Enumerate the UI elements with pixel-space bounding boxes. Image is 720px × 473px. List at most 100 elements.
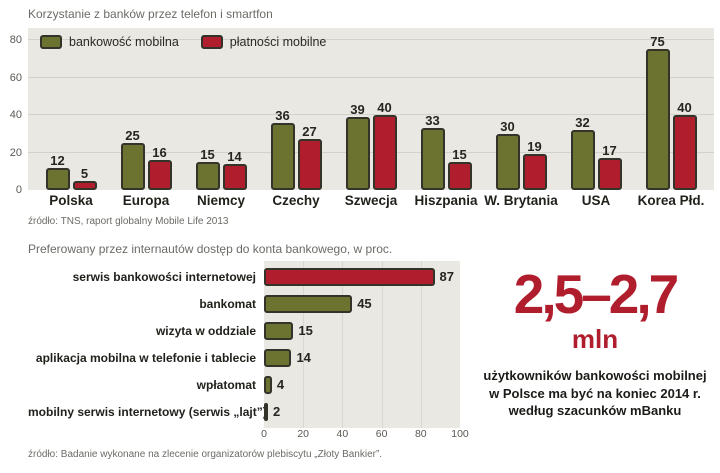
callout: 2,5–2,7 mln użytkowników bankowości mobi… — [468, 263, 720, 460]
hbar-value-label: 14 — [296, 350, 310, 365]
category-label: Europa — [109, 193, 183, 208]
top-plot: bankowość mobilna płatności mobilne 0204… — [28, 28, 714, 190]
hbar-value-label: 2 — [273, 404, 280, 419]
bar-group: 3627 — [259, 123, 333, 191]
bar-value-label: 39 — [350, 102, 364, 117]
category-label: Hiszpania — [409, 193, 483, 208]
bar: 16 — [148, 160, 172, 190]
bar-value-label: 16 — [152, 145, 166, 160]
hbar-label: aplikacja mobilna w telefonie i tablecie — [28, 351, 264, 365]
bar-group: 2516 — [109, 143, 183, 190]
hbar-cell: 87 — [264, 263, 460, 290]
bar-value-label: 75 — [650, 34, 664, 49]
hbar-row: aplikacja mobilna w telefonie i tablecie… — [28, 344, 468, 371]
hbar — [264, 349, 291, 367]
hbar — [264, 322, 293, 340]
hbar — [264, 268, 435, 286]
legend-item-mobile-banking: bankowość mobilna — [40, 35, 179, 49]
hbar-cell: 4 — [264, 371, 460, 398]
bar: 15 — [196, 162, 220, 190]
y-axis-tick-label: 60 — [10, 72, 22, 84]
bar-value-label: 14 — [227, 149, 241, 164]
legend-item-mobile-payments: płatności mobilne — [201, 35, 327, 49]
top-category-row: PolskaEuropaNiemcyCzechySzwecjaHiszpania… — [28, 193, 714, 208]
callout-unit: mln — [476, 324, 714, 355]
hbar-cell: 45 — [264, 290, 460, 317]
bar: 33 — [421, 128, 445, 190]
bottom-section: serwis bankowości internetowej 87 bankomat… — [0, 263, 720, 460]
hbar-cell: 14 — [264, 344, 460, 371]
bar: 17 — [598, 158, 622, 190]
category-label: USA — [559, 193, 633, 208]
y-axis-tick-label: 20 — [10, 147, 22, 159]
hbar — [264, 295, 352, 313]
hbar — [264, 376, 272, 394]
x-axis: 020406080100 — [28, 428, 468, 443]
bar: 40 — [373, 115, 397, 190]
gridline — [28, 77, 714, 78]
x-axis-tick-label: 80 — [415, 428, 427, 440]
legend: bankowość mobilna płatności mobilne — [40, 35, 326, 49]
hbar-value-label: 15 — [298, 323, 312, 338]
legend-swatch-olive — [40, 35, 62, 49]
bar-group: 3217 — [559, 130, 633, 190]
bar-group: 33 15 — [409, 128, 483, 190]
infographic: Korzystanie z banków przez telefon i sma… — [0, 0, 720, 473]
hbar-row: serwis bankowości internetowej 87 — [28, 263, 468, 290]
hbar-cell: 2 — [264, 398, 460, 425]
bar: 39 — [346, 117, 370, 190]
y-axis-tick-label: 40 — [10, 109, 22, 121]
bar-group: 125 — [34, 168, 108, 191]
bar: 40 — [673, 115, 697, 190]
hbar-rows: serwis bankowości internetowej 87 bankomat… — [28, 263, 468, 425]
x-axis-tick-label: 20 — [297, 428, 309, 440]
hbar-chart: serwis bankowości internetowej 87 bankomat… — [28, 263, 468, 460]
bar: 30 — [496, 134, 520, 190]
callout-number: 2,5–2,7 — [476, 267, 714, 322]
category-label: Szwecja — [334, 193, 408, 208]
hbar-label: wpłatomat — [28, 378, 264, 392]
bar: 75 — [646, 49, 670, 190]
hbar-label: bankomat — [28, 297, 264, 311]
bar-value-label: 15 — [452, 147, 466, 162]
bar-value-label: 36 — [275, 108, 289, 123]
bar: 36 — [271, 123, 295, 191]
bar-group: 3940 — [334, 115, 408, 190]
x-axis-tick-label: 100 — [451, 428, 469, 440]
bar-value-label: 40 — [677, 100, 691, 115]
hbar-cell: 15 — [264, 317, 460, 344]
category-label: W. Brytania — [484, 193, 558, 208]
category-label: Korea Płd. — [634, 193, 708, 208]
bar-value-label: 19 — [527, 139, 541, 154]
top-source: źródło: TNS, raport globalny Mobile Life… — [28, 216, 720, 227]
bar-value-label: 17 — [602, 143, 616, 158]
category-label: Polska — [34, 193, 108, 208]
bottom-source: źródło: Badanie wykonane na zlecenie org… — [28, 449, 468, 460]
y-axis-tick-label: 0 — [16, 184, 22, 196]
hbar-row: mobilny serwis internetowy (serwis „lajt… — [28, 398, 468, 425]
hbar — [264, 403, 268, 421]
hbar-value-label: 4 — [277, 377, 284, 392]
hbar-row: wpłatomat 4 — [28, 371, 468, 398]
bar-value-label: 15 — [200, 147, 214, 162]
bar: 27 — [298, 139, 322, 190]
bar-value-label: 12 — [50, 153, 64, 168]
y-axis-tick-label: 80 — [10, 34, 22, 46]
bar-value-label: 25 — [125, 128, 139, 143]
bar-group: 3019 — [484, 134, 558, 190]
bar-value-label: 5 — [81, 166, 88, 181]
bar: 19 — [523, 154, 547, 190]
bar: 32 — [571, 130, 595, 190]
x-axis-tick-label: 40 — [337, 428, 349, 440]
bar: 14 — [223, 164, 247, 190]
top-chart-title: Korzystanie z banków przez telefon i sma… — [28, 7, 720, 22]
hbar-label: mobilny serwis internetowy (serwis „lajt… — [28, 405, 264, 419]
bar-group: 1514 — [184, 162, 258, 190]
legend-swatch-red — [201, 35, 223, 49]
hbar-label: serwis bankowości internetowej — [28, 270, 264, 284]
category-label: Niemcy — [184, 193, 258, 208]
hbar-value-label: 87 — [440, 269, 454, 284]
bar: 5 — [73, 181, 97, 190]
hbar-row: bankomat45 — [28, 290, 468, 317]
bar-group: 7540 — [634, 49, 708, 190]
